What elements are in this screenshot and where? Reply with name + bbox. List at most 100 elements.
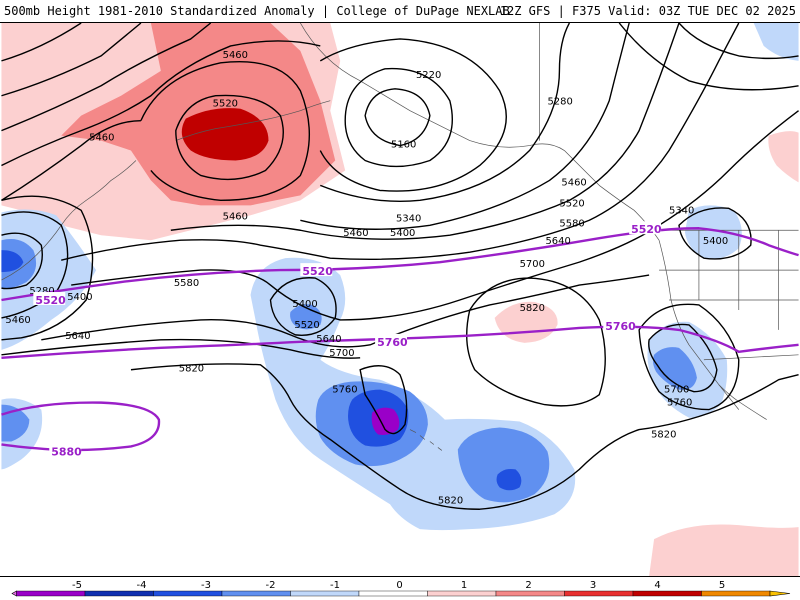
contour-label: 5520 [559,198,584,209]
contour-label: 5280 [29,286,54,297]
contour-label: 5220 [416,70,441,81]
map-title: 500mb Height 1981-2010 Standardized Anom… [4,4,510,18]
contour-label: 5160 [391,140,416,151]
contour-5700-ridge [466,277,606,407]
run-info: 12Z GFS | F375 Valid: 03Z TUE DEC 02 202… [499,4,796,18]
contour-small-low [269,277,337,336]
contour-label: 5400 [703,236,728,247]
contour-east-north-b [678,23,799,60]
anomaly-minus4-pacific-low-a [371,407,400,435]
colorbar-arrow-left [11,590,17,597]
contour-label: 5460 [89,133,114,144]
colorbar-box [16,590,86,597]
contour-label: 5460 [5,315,30,326]
purple-5760-line [1,325,799,359]
contour-label: 5520 [213,99,238,110]
colorbar-tick-label: 0 [396,580,402,591]
purple-label: 5760 [377,336,408,349]
contour-label: 5580 [174,278,199,289]
aleutian-chain [175,100,331,141]
colorbar-box [701,590,771,597]
label-backdrop [375,333,407,347]
colorbar-ticks: -5 -4 -3 -2 -1 0 1 2 3 4 5 [72,580,725,591]
purple-label: 5520 [302,265,333,278]
contour-label: 5520 [294,320,319,331]
map-header: 500mb Height 1981-2010 Standardized Anom… [0,0,800,22]
contour-labels: 5460 5520 5460 5460 5220 5160 5280 5460 … [5,50,728,506]
purple-label: 5880 [51,445,82,458]
label-backdrop [603,317,636,331]
contour-label: 5460 [343,228,368,239]
contour-east-north [618,23,799,91]
contour-5460-mid [170,23,680,240]
contour-kamchatka-low-b [1,211,69,319]
contour-5760-low [359,365,408,435]
contour-5460-west [1,119,141,201]
contour-label: 5460 [561,177,586,188]
contour-label: 5820 [651,430,676,441]
colorbar-tick-label: 4 [654,580,660,591]
colorbar-tick-label: -5 [72,580,82,591]
us-mexico-border [703,354,799,361]
colorbar-box [495,590,565,597]
anomaly-minus3-pacific-low-b [496,468,522,491]
contour-label: 5340 [669,205,694,216]
contour-label: 5460 [223,211,248,222]
anomaly-minus3-west [1,250,24,273]
contour-5280-alaska [319,38,507,192]
colorbar-box [221,590,291,597]
kamchatka-coast [1,160,137,281]
contour-5340-north [1,23,212,132]
contour-5700-mid [1,338,361,359]
contour-5640-mid [41,274,650,348]
contour-label: 5760 [667,398,692,409]
height-contours [1,23,799,510]
colorbar-boxes [11,590,791,597]
colorbar-tick-label: -1 [330,580,340,591]
colorbar-tick-label: 2 [525,580,531,591]
contour-5460-north [140,61,311,202]
anomaly-plus1-southeast [649,524,799,576]
contour-5220-low [344,67,453,168]
anomaly-minus2-pacific-low-b [457,427,550,503]
alaska-coast [300,23,565,151]
contour-5400-north [1,40,321,167]
colorbar-tick-label: -3 [201,580,211,591]
purple-label: 5760 [605,320,636,333]
negative-anomaly-shading [1,23,799,531]
colorbar: -5 -4 -3 -2 -1 0 1 2 3 4 5 [11,580,791,597]
contour-label: 5400 [390,228,415,239]
contour-5280-north [1,23,142,97]
contour-5160-low [364,88,431,147]
label-backdrop [33,292,66,305]
purple-label: 5520 [35,294,66,307]
anomaly-minus1-northeast-corner [753,23,799,61]
contour-5340-alaska [320,23,570,203]
colorbar-arrow-right [769,590,791,597]
colorbar-tick-label: -2 [266,580,276,591]
colorbar-box [632,590,702,597]
contour-5520-low [175,94,284,181]
contour-label: 5700 [664,385,689,396]
contour-label: 5700 [329,348,354,359]
purple-line-labels: 5520 5520 5520 5760 5760 5880 [33,221,662,458]
contour-5820-central [130,363,799,510]
contour-5220-north [1,23,82,62]
colorbar-box [153,590,223,597]
colorbar-tick-label: 5 [719,580,725,591]
hawaii-islands [409,429,443,451]
contour-label: 5340 [396,213,421,224]
contour-label: 5820 [179,364,204,375]
contour-label: 5820 [438,495,463,506]
contour-kamchatka-low-c [1,195,94,341]
contour-5760-baja [638,303,740,411]
anomaly-plus1-northeast [768,131,799,183]
us-west-coast [658,240,740,410]
positive-anomaly-shading [1,23,799,576]
contour-5400-nw [678,207,752,260]
state-lines-a [659,230,799,330]
colorbar-box [427,590,497,597]
contour-5400-alaska [300,23,630,230]
colorbar-box [358,590,428,597]
anomaly-plus3-north-pacific [181,108,269,161]
